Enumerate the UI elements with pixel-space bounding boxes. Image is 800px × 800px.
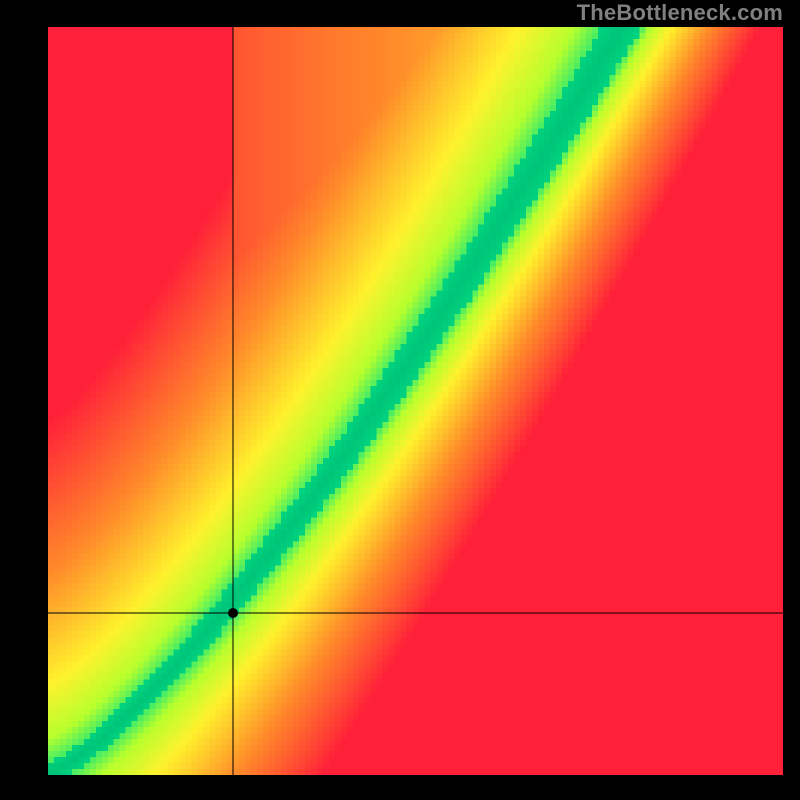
chart-container: TheBottleneck.com [0, 0, 800, 800]
attribution-text: TheBottleneck.com [577, 0, 783, 26]
bottleneck-heatmap [48, 27, 783, 775]
